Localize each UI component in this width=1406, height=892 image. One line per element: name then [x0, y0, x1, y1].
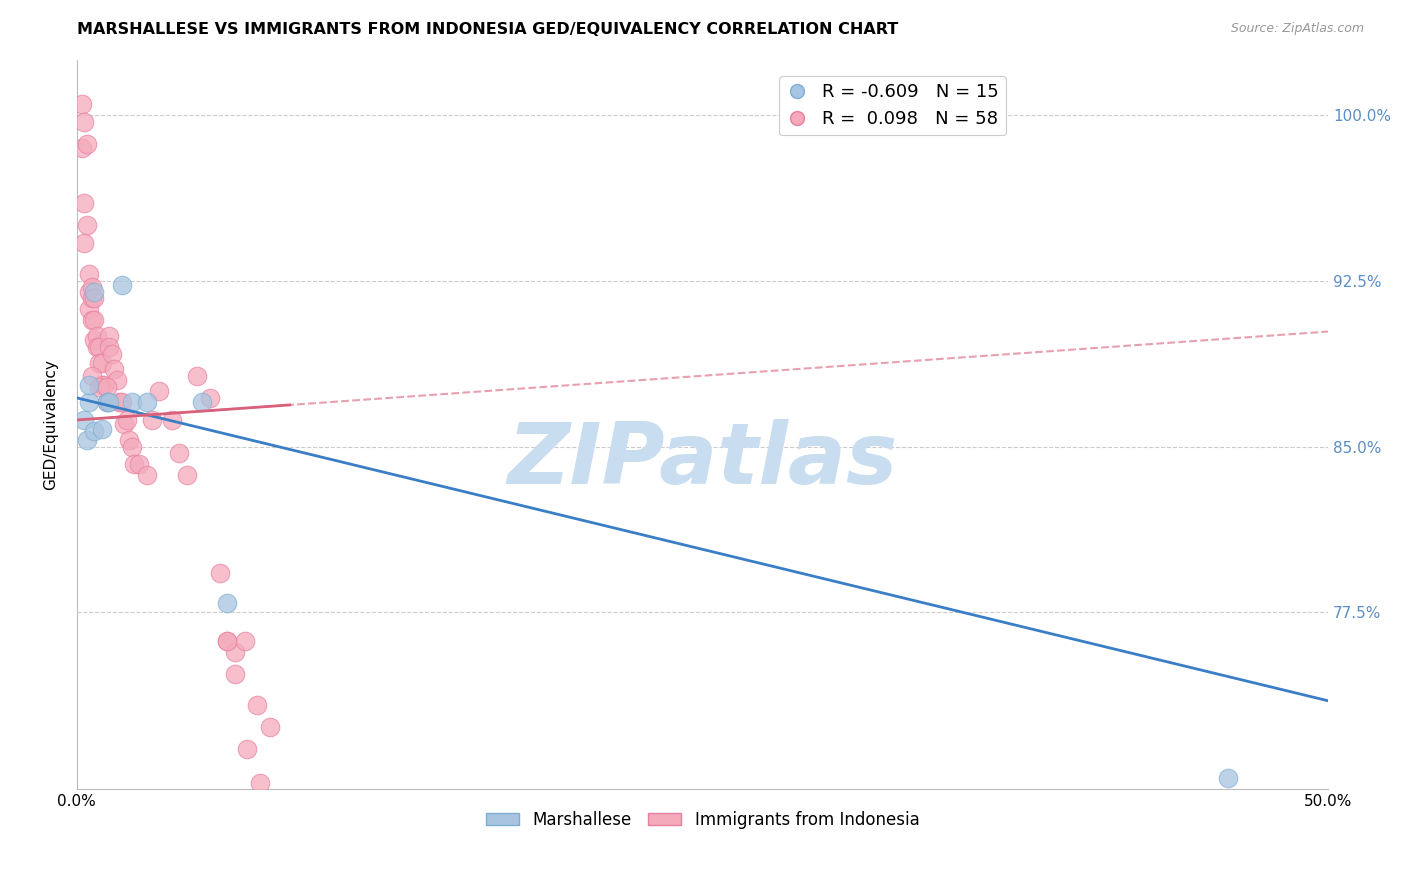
Point: [86, 329, 108, 343]
Point: [176, 468, 198, 483]
Point: [80, 280, 103, 294]
Point: [169, 446, 191, 460]
Point: [89, 340, 111, 354]
Point: [89, 355, 111, 369]
Point: [89, 380, 111, 394]
Point: [86, 340, 108, 354]
Text: ZIPatlas: ZIPatlas: [508, 419, 897, 502]
Point: [90, 355, 112, 369]
Point: [249, 775, 271, 789]
Point: [79, 302, 101, 317]
Point: [79, 377, 101, 392]
Point: [80, 292, 103, 306]
Point: [246, 698, 269, 713]
Point: [108, 395, 131, 409]
Point: [96, 395, 118, 409]
Point: [96, 380, 118, 394]
Point: [76, 136, 98, 151]
Point: [259, 720, 281, 734]
Point: [83, 285, 105, 299]
Legend: Marshallese, Immigrants from Indonesia: Marshallese, Immigrants from Indonesia: [479, 805, 927, 836]
Point: [115, 413, 138, 427]
Point: [80, 313, 103, 327]
Point: [90, 422, 112, 436]
Point: [215, 597, 238, 611]
Point: [73, 114, 96, 128]
Point: [198, 391, 221, 405]
Point: [111, 395, 134, 409]
Point: [224, 667, 246, 681]
Point: [118, 433, 141, 447]
Point: [215, 634, 238, 648]
Point: [79, 267, 101, 281]
Point: [160, 413, 183, 427]
Point: [70, 141, 93, 155]
Point: [73, 236, 96, 251]
Point: [141, 413, 163, 427]
Point: [105, 373, 128, 387]
Point: [83, 424, 105, 438]
Point: [136, 468, 159, 483]
Point: [79, 395, 101, 409]
Point: [215, 634, 238, 648]
Point: [98, 395, 121, 409]
Point: [76, 433, 98, 447]
Point: [121, 440, 143, 454]
Point: [93, 377, 115, 392]
Point: [111, 278, 134, 293]
Text: Source: ZipAtlas.com: Source: ZipAtlas.com: [1230, 22, 1364, 36]
Text: MARSHALLESE VS IMMIGRANTS FROM INDONESIA GED/EQUIVALENCY CORRELATION CHART: MARSHALLESE VS IMMIGRANTS FROM INDONESIA…: [77, 22, 898, 37]
Point: [236, 742, 259, 756]
Point: [79, 285, 101, 299]
Point: [136, 395, 159, 409]
Point: [73, 413, 96, 427]
Point: [121, 395, 143, 409]
Point: [124, 457, 146, 471]
Point: [101, 346, 124, 360]
Point: [70, 96, 93, 111]
Point: [80, 368, 103, 383]
Point: [1216, 771, 1239, 785]
Point: [96, 395, 118, 409]
Point: [128, 457, 150, 471]
Point: [83, 313, 105, 327]
Point: [148, 384, 170, 399]
Y-axis label: GED/Equivalency: GED/Equivalency: [44, 359, 58, 490]
Point: [83, 334, 105, 348]
Point: [191, 395, 214, 409]
Point: [98, 340, 121, 354]
Point: [90, 377, 112, 392]
Point: [103, 362, 125, 376]
Point: [208, 566, 231, 580]
Point: [73, 196, 96, 211]
Point: [83, 292, 105, 306]
Point: [186, 368, 208, 383]
Point: [76, 219, 98, 233]
Point: [233, 634, 256, 648]
Point: [112, 417, 135, 432]
Point: [224, 645, 246, 659]
Point: [98, 329, 121, 343]
